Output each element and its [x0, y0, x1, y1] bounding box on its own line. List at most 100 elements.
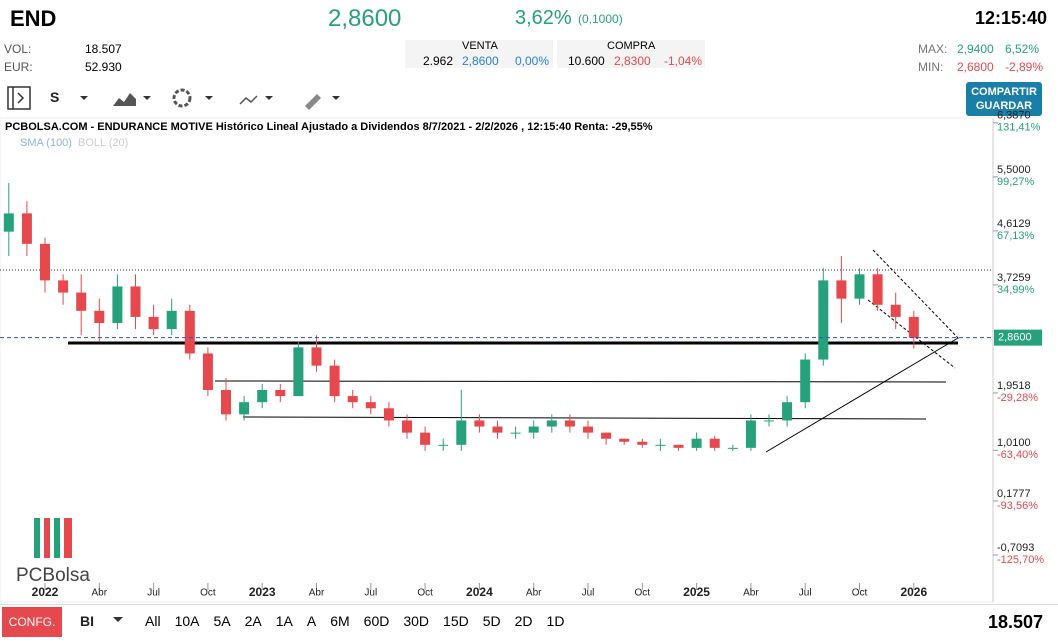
x-tick-label: Abr [309, 588, 325, 599]
draw-icon[interactable] [305, 94, 321, 110]
range-button[interactable]: 60D [363, 613, 390, 629]
toolbar-icons [7, 86, 340, 110]
candle-body [564, 420, 575, 427]
candle-body [329, 365, 340, 397]
y-tick-pct: 67,13% [997, 230, 1035, 242]
x-tick-label: Jul [799, 588, 812, 599]
price: 2,8600 [328, 5, 402, 32]
candle-body [130, 286, 141, 317]
candle-body [872, 274, 883, 305]
config-button[interactable]: CONFG. [2, 607, 62, 637]
x-tick-label: Oct [852, 588, 868, 599]
venta-label: VENTA [462, 40, 498, 52]
range-button[interactable]: 1D [546, 613, 565, 629]
candle-body [691, 438, 702, 448]
range-button[interactable]: 10A [174, 613, 200, 629]
x-tick-label: Abr [526, 588, 542, 599]
footer [0, 604, 1058, 644]
vol-label: VOL: [4, 42, 32, 56]
candle-body [583, 426, 593, 433]
max-pct: 6,52% [1005, 42, 1040, 56]
candle-body [546, 420, 557, 427]
y-tick-label: 1,9518 [997, 380, 1031, 392]
candle-body [637, 441, 648, 445]
candle-body [347, 396, 358, 403]
range-button[interactable]: 1A [275, 613, 293, 629]
chart-type-icon[interactable] [113, 93, 136, 106]
candle-body [112, 286, 123, 324]
period[interactable]: S [50, 89, 60, 105]
candle-body [818, 280, 829, 360]
venta-qty: 2.962 [423, 54, 454, 68]
candle-body [21, 213, 32, 244]
range-button[interactable]: 15D [443, 613, 469, 629]
indicator: BOLL (20) [78, 137, 128, 149]
candle-body [782, 402, 793, 421]
range-button[interactable]: 2D [514, 613, 533, 629]
range-button[interactable]: All [145, 613, 161, 629]
y-tick-label: 3,7259 [997, 272, 1031, 284]
candle-body [619, 438, 630, 442]
candle-body [456, 420, 467, 445]
candle-body [655, 444, 666, 446]
candle-body [890, 304, 901, 317]
compra-price: 2,8300 [614, 54, 651, 68]
candle-body [184, 310, 195, 354]
range-button[interactable]: 6M [330, 613, 350, 629]
range-button[interactable]: 30D [403, 613, 430, 629]
candle-body [673, 444, 684, 448]
chart-title: PCBOLSA.COM - ENDURANCE MOTIVE Histórico… [5, 121, 653, 133]
trend-line [765, 337, 959, 453]
candle-body [438, 444, 449, 446]
last-price-tag [994, 329, 1042, 346]
candle-body [800, 359, 811, 403]
candle-body [402, 420, 412, 433]
candle-body [76, 292, 87, 311]
vol: 18.507 [85, 42, 122, 56]
venta-box [405, 40, 553, 68]
candle-body [492, 426, 503, 433]
range-button[interactable]: 5D [482, 613, 501, 629]
candle-body [474, 420, 485, 427]
panel-icon[interactable] [7, 86, 31, 110]
candle-body [528, 426, 539, 433]
eur-label: EUR: [4, 60, 33, 74]
x-tick-label: Abr [92, 588, 108, 599]
last-price-label: 2,8600 [998, 332, 1032, 344]
y-tick-label: 5,5000 [997, 164, 1031, 176]
candle-body [58, 280, 69, 293]
candle-body [221, 389, 231, 415]
ticker: END [10, 6, 57, 31]
logo: PCBolsa [16, 565, 90, 586]
y-tick-label: 4,6129 [997, 218, 1031, 230]
venta-pct: 0,00% [515, 54, 550, 68]
x-tick-label: 2023 [249, 585, 276, 599]
mode[interactable]: BI [80, 613, 94, 629]
venta-price: 2,8600 [462, 54, 499, 68]
max: 2,9400 [957, 42, 994, 56]
candle-body [727, 447, 738, 449]
eur: 52.930 [85, 60, 122, 74]
channel-line [872, 249, 961, 341]
x-tick-label: Abr [743, 588, 759, 599]
range-button[interactable]: 5A [213, 613, 231, 629]
range-button[interactable]: A [306, 613, 317, 629]
range-button[interactable]: 2A [244, 613, 262, 629]
settings-icon[interactable] [172, 88, 192, 108]
y-tick-label: 1,0100 [997, 437, 1031, 449]
footer-volume: 18.507 [988, 612, 1044, 632]
candle-body [311, 347, 322, 366]
share-button[interactable]: COMPARTIR GUARDAR [966, 82, 1042, 116]
dropdown-arrow [113, 617, 123, 622]
indicators-icon[interactable] [239, 95, 258, 105]
x-tick-label: Jul [364, 588, 377, 599]
x-tick-label: 2026 [900, 585, 927, 599]
candle-body [239, 402, 250, 415]
x-tick-label: Oct [417, 588, 433, 599]
candle-body [745, 420, 756, 448]
chart: PCBOLSA.COM - ENDURANCE MOTIVE Histórico… [0, 110, 1044, 603]
x-tick-label: 2024 [466, 585, 493, 599]
candle-body [365, 402, 376, 409]
dropdown-arrows [80, 96, 340, 100]
x-tick-label: Jul [582, 588, 595, 599]
